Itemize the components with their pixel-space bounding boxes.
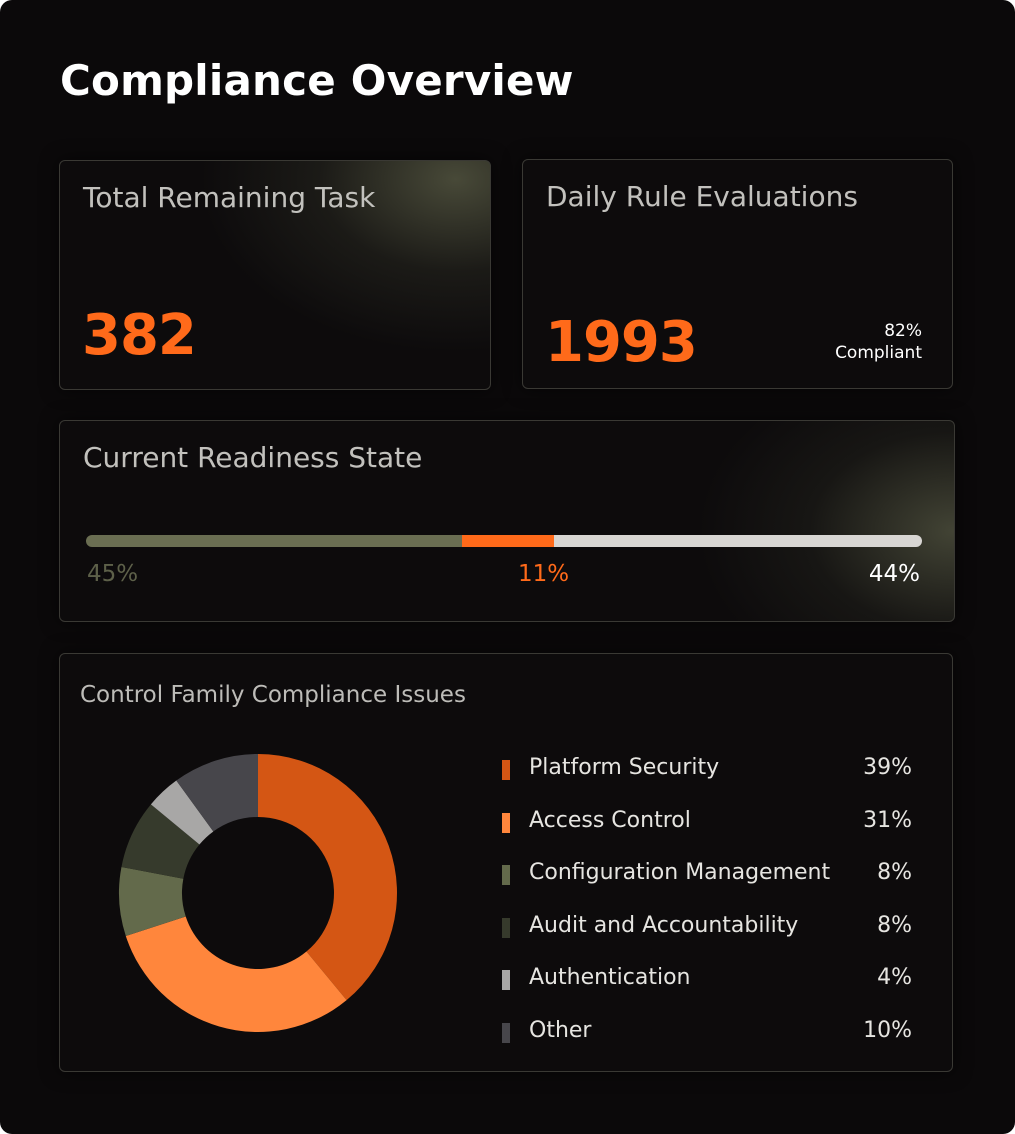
legend-item-platform-security[interactable]: Platform Security 39%: [502, 754, 912, 807]
legend-item-audit-and-accountability[interactable]: Audit and Accountability 8%: [502, 912, 912, 965]
donut-slice-configuration-management[interactable]: [118, 866, 186, 936]
daily-rule-evaluations-title: Daily Rule Evaluations: [546, 180, 858, 213]
page-title: Compliance Overview: [60, 56, 574, 105]
legend-value: 31%: [863, 807, 912, 833]
legend-label: Audit and Accountability: [529, 912, 799, 938]
legend-value: 8%: [877, 860, 912, 885]
legend-label: Other: [529, 1017, 592, 1043]
readiness-label-ready: 45%: [87, 561, 139, 587]
legend-item-other[interactable]: Other 10%: [502, 1017, 912, 1070]
legend-value: 39%: [863, 755, 912, 780]
compliant-summary: 82% Compliant: [835, 320, 922, 364]
compliant-label: Compliant: [835, 343, 922, 363]
daily-rule-evaluations-card[interactable]: Daily Rule Evaluations 1993 82% Complian…: [522, 159, 953, 389]
donut-slice-platform-security[interactable]: [258, 754, 397, 1001]
total-remaining-task-value: 382: [82, 303, 197, 368]
legend-value: 8%: [877, 912, 912, 938]
readiness-state-title: Current Readiness State: [83, 441, 423, 474]
legend-value: 4%: [877, 965, 912, 990]
legend-item-authentication[interactable]: Authentication 4%: [502, 964, 912, 1017]
legend-swatch: [502, 970, 510, 990]
legend-item-access-control[interactable]: Access Control 31%: [502, 807, 912, 860]
readiness-segment-not-ready: [554, 535, 922, 547]
control-family-donut-chart: [118, 754, 397, 1032]
total-remaining-task-title: Total Remaining Task: [83, 181, 376, 214]
legend-label: Access Control: [529, 807, 691, 833]
legend-label: Configuration Management: [529, 860, 831, 885]
donut-slice-authentication[interactable]: [150, 780, 214, 845]
readiness-segment-in-progress: [462, 535, 555, 547]
legend-label: Authentication: [529, 965, 691, 990]
legend-swatch: [502, 760, 510, 780]
donut-slice-other[interactable]: [176, 754, 258, 832]
readiness-progress-bar: [86, 535, 922, 547]
readiness-label-not-ready: 44%: [868, 561, 920, 587]
legend-swatch: [502, 812, 510, 833]
legend-swatch: [502, 917, 510, 938]
control-family-issues-title: Control Family Compliance Issues: [80, 682, 466, 708]
readiness-label-in-progress: 11%: [518, 561, 570, 587]
donut-slice-access-control[interactable]: [125, 916, 347, 1032]
legend-item-configuration-management[interactable]: Configuration Management 8%: [502, 859, 912, 912]
legend-value: 10%: [863, 1017, 912, 1043]
readiness-segment-ready: [86, 535, 463, 547]
legend-label: Platform Security: [529, 755, 720, 780]
control-family-issues-card[interactable]: Control Family Compliance Issues Platfor…: [59, 653, 953, 1072]
legend-swatch: [502, 1022, 510, 1043]
total-remaining-task-card[interactable]: Total Remaining Task 382: [59, 160, 491, 390]
control-family-legend: Platform Security 39% Access Control 31% Con…: [502, 754, 912, 1069]
daily-rule-evaluations-value: 1993: [545, 310, 698, 375]
readiness-state-card[interactable]: Current Readiness State 45% 11% 44%: [59, 420, 955, 622]
legend-swatch: [502, 865, 510, 885]
donut-slice-audit-and-accountability[interactable]: [121, 804, 200, 879]
compliant-percent: 82%: [884, 321, 922, 341]
